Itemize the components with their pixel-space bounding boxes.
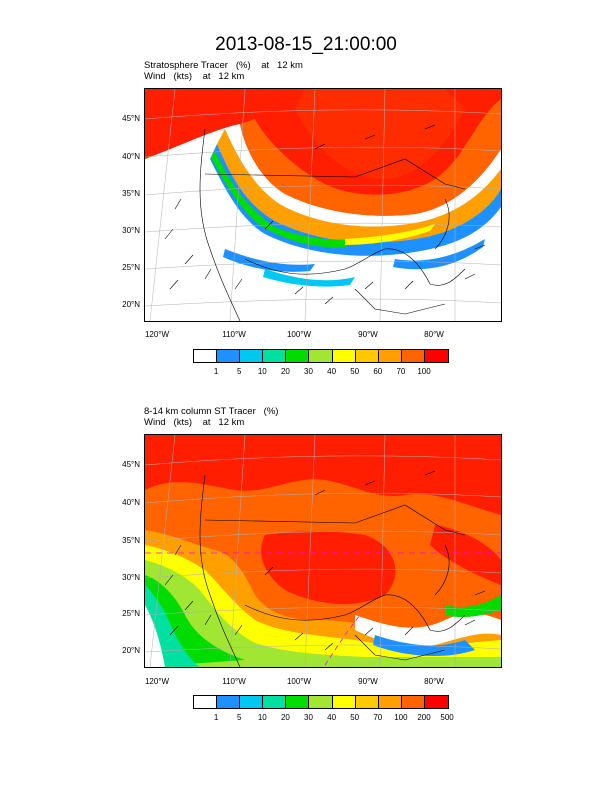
colorbar-label: 20 bbox=[280, 367, 290, 376]
panel2-title-line2: Wind (kts) at 12 km bbox=[144, 417, 245, 428]
panel2-title-line1: 8-14 km column ST Tracer (%) bbox=[144, 406, 279, 417]
lon-label: 80°W bbox=[424, 677, 444, 686]
lon-label: 110°W bbox=[222, 677, 246, 686]
colorbar-label: 30 bbox=[304, 713, 313, 722]
panel1-title-line2: Wind (kts) at 12 km bbox=[144, 71, 245, 82]
lon-label: 110°W bbox=[222, 330, 246, 339]
colorbar-panel1 bbox=[193, 349, 450, 363]
colorbar-label: 10 bbox=[257, 367, 267, 376]
lat-label: 45°N bbox=[122, 460, 140, 469]
colorbar-label: 60 bbox=[373, 367, 383, 376]
colorbar-label: 100 bbox=[417, 367, 431, 376]
colorbar-swatch bbox=[332, 696, 356, 708]
lat-label: 25°N bbox=[122, 609, 140, 618]
colorbar-swatch bbox=[240, 696, 264, 708]
colorbar-swatch bbox=[263, 696, 287, 708]
colorbar-swatch bbox=[194, 350, 218, 362]
colorbar-swatch bbox=[401, 350, 425, 362]
colorbar-label: 1 bbox=[213, 713, 219, 722]
colorbar-label: 5 bbox=[236, 713, 242, 722]
lat-label: 45°N bbox=[122, 114, 140, 123]
page-title: 2013-08-15_21:00:00 bbox=[215, 34, 397, 55]
colorbar-swatch bbox=[355, 696, 379, 708]
map-panel-stratosphere-tracer bbox=[144, 88, 502, 322]
lon-label: 90°W bbox=[358, 330, 378, 339]
colorbar-label: 50 bbox=[350, 367, 360, 376]
lon-label: 120°W bbox=[144, 330, 170, 339]
colorbar-label: 10 bbox=[257, 713, 267, 722]
lat-label: 40°N bbox=[122, 498, 140, 507]
colorbar-label: 40 bbox=[327, 713, 337, 722]
colorbar-label: 1 bbox=[213, 367, 219, 376]
lat-label: 20°N bbox=[122, 300, 140, 309]
colorbar-swatch bbox=[401, 696, 425, 708]
colorbar-label: 200 bbox=[417, 713, 431, 722]
colorbar-swatch bbox=[355, 350, 379, 362]
colorbar-label: 20 bbox=[280, 713, 290, 722]
colorbar-label: 50 bbox=[350, 713, 360, 722]
colorbar-label: 100 bbox=[394, 713, 408, 722]
colorbar-panel2 bbox=[193, 695, 450, 709]
colorbar-label: 70 bbox=[373, 713, 383, 722]
colorbar-swatch bbox=[286, 350, 310, 362]
map-panel-column-st-tracer bbox=[144, 434, 502, 668]
lat-label: 30°N bbox=[122, 226, 140, 235]
lat-label: 25°N bbox=[122, 263, 140, 272]
lon-label: 100°W bbox=[286, 330, 312, 339]
lon-label: 80°W bbox=[424, 330, 444, 339]
lat-label: 35°N bbox=[122, 536, 140, 545]
colorbar-swatch bbox=[263, 350, 287, 362]
colorbar-swatch bbox=[194, 696, 218, 708]
colorbar-label: 500 bbox=[440, 713, 454, 722]
colorbar-swatch bbox=[424, 696, 449, 708]
colorbar-label: 70 bbox=[396, 367, 406, 376]
colorbar-swatch bbox=[309, 350, 333, 362]
colorbar-swatch bbox=[217, 350, 241, 362]
colorbar-swatch bbox=[424, 350, 449, 362]
colorbar-label: 5 bbox=[236, 367, 242, 376]
colorbar-swatch bbox=[332, 350, 356, 362]
panel1-title-line1: Stratosphere Tracer (%) at 12 km bbox=[144, 60, 303, 71]
colorbar-label: 30 bbox=[304, 367, 313, 376]
lat-label: 20°N bbox=[122, 646, 140, 655]
lon-label: 120°W bbox=[144, 677, 170, 686]
colorbar-swatch bbox=[240, 350, 264, 362]
colorbar-swatch bbox=[378, 350, 402, 362]
colorbar-swatch bbox=[286, 696, 310, 708]
lon-label: 90°W bbox=[358, 677, 378, 686]
colorbar-swatch bbox=[217, 696, 241, 708]
colorbar-label: 40 bbox=[327, 367, 337, 376]
colorbar-swatch bbox=[309, 696, 333, 708]
lat-label: 35°N bbox=[122, 189, 140, 198]
lon-label: 100°W bbox=[286, 677, 312, 686]
colorbar-swatch bbox=[378, 696, 402, 708]
lat-label: 40°N bbox=[122, 152, 140, 161]
lat-label: 30°N bbox=[122, 573, 140, 582]
